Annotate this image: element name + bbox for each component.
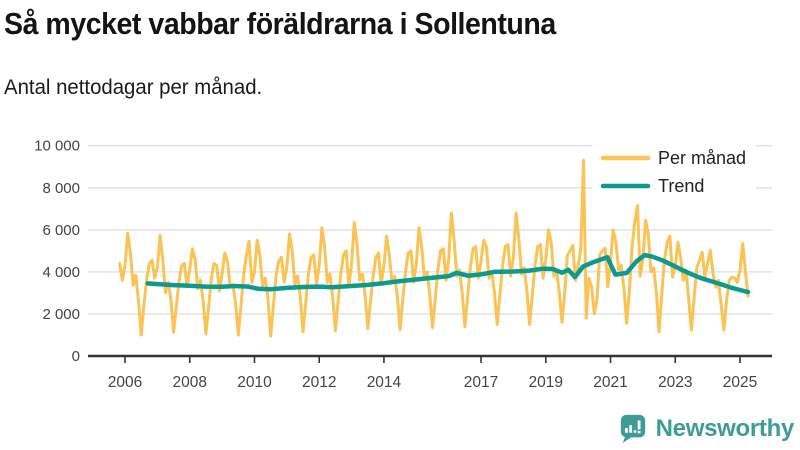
x-axis-tick-label: 2006 [108,374,142,391]
legend-label-per-manad: Per månad [658,148,746,168]
newsworthy-wordmark: Newsworthy [655,414,795,442]
newsworthy-speech-bubble-icon [620,414,645,444]
y-axis-tick-label: 6 000 [42,222,80,239]
series-trend-line [145,252,751,295]
y-axis-tick-label: 10 000 [34,138,80,155]
y-axis-tick-label: 2 000 [42,306,80,323]
y-axis-tick-label: 4 000 [42,264,80,281]
x-axis-tick-label: 2008 [172,374,206,391]
page-title: Så mycket vabbar föräldrarna i Sollentun… [4,6,556,41]
x-axis-tick-label: 2017 [464,374,498,391]
page-subtitle: Antal nettodagar per månad. [4,76,263,99]
legend-background [592,141,756,203]
y-axis-tick-label: 0 [72,348,80,365]
x-axis-tick-label: 2012 [302,374,336,391]
x-axis-tick-label: 2021 [593,374,627,391]
x-axis-tick-label: 2025 [723,374,757,391]
x-axis-tick-label: 2010 [237,374,272,391]
series-per-manad-line [118,158,750,338]
y-axis-tick-label: 8 000 [42,180,80,197]
newsworthy-logo[interactable]: Newsworthy [618,413,794,444]
x-axis-tick-label: 2019 [529,374,563,391]
legend-label-trend: Trend [658,176,704,196]
x-axis-tick-label: 2023 [658,374,692,391]
x-axis-tick-label: 2014 [367,374,402,391]
